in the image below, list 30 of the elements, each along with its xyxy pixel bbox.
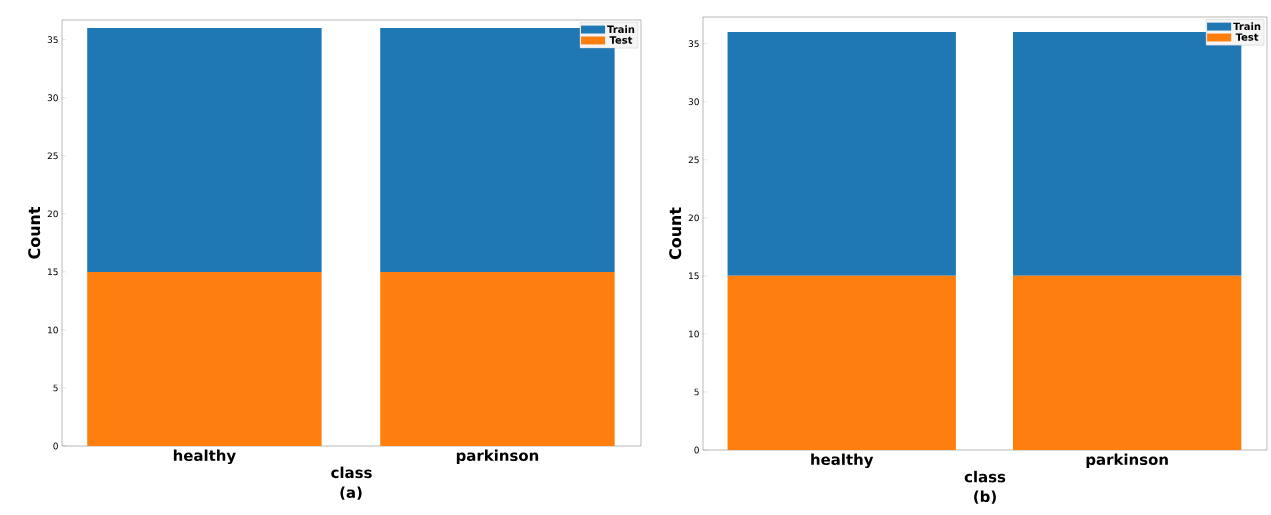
y-tick-label: 5 <box>53 384 58 392</box>
y-tick-label: 25 <box>47 152 58 160</box>
x-axis-title: class <box>331 466 372 479</box>
y-tick-label: 25 <box>688 156 699 164</box>
x-tick-label: parkinson <box>456 449 539 464</box>
y-tick-label: 30 <box>47 94 58 102</box>
y-axis-title: Count <box>28 206 41 259</box>
y-tick-label: 15 <box>689 272 699 280</box>
y-tick-label: 0 <box>694 446 699 454</box>
x-tick-label: healthy <box>173 449 236 465</box>
y-tick-label: 15 <box>48 268 58 276</box>
y-tick-label: 20 <box>47 210 58 218</box>
y-tick-label: 10 <box>689 330 699 338</box>
x-axis-title: class <box>964 470 1006 483</box>
y-tick-label: 20 <box>688 214 699 222</box>
y-tick-label: 10 <box>48 326 58 334</box>
x-tick-label: parkinson <box>1086 453 1168 468</box>
legend-label: Test <box>609 36 633 44</box>
text: (a) <box>340 486 362 500</box>
y-tick-label: 5 <box>694 388 699 396</box>
x-tick-label: healthy <box>811 453 874 469</box>
legend-label: Train <box>607 25 635 34</box>
text: (b) <box>974 490 996 504</box>
y-tick-label: 0 <box>53 442 58 450</box>
y-tick-label: 30 <box>688 98 699 106</box>
y-tick-label: 35 <box>47 36 58 44</box>
y-tick-label: 35 <box>688 40 699 48</box>
legend-label: Train <box>1233 22 1261 31</box>
y-axis-title: Count <box>669 207 682 260</box>
legend-label: Test <box>1235 33 1259 41</box>
